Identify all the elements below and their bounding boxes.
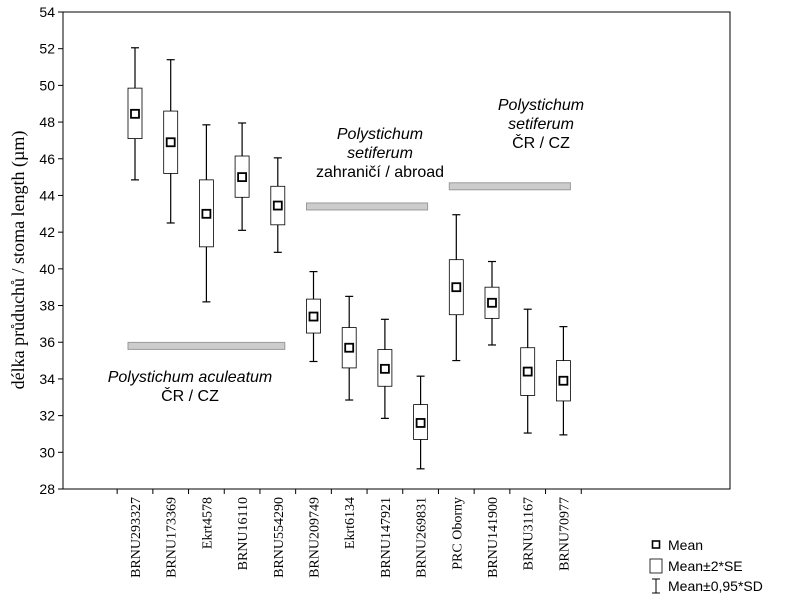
x-tick-label: Ekrt6134 <box>343 497 358 549</box>
y-tick-label: 38 <box>39 298 55 314</box>
group-annotation-line: zahraničí / abroad <box>316 164 444 181</box>
mean-marker <box>522 366 533 377</box>
x-tick-label: Ekrt4578 <box>200 497 215 549</box>
y-tick-label: 46 <box>39 151 55 167</box>
y-axis-label: délka průduchů / stoma length (µm) <box>8 131 29 390</box>
y-tick-label: 48 <box>39 114 55 130</box>
mean-marker <box>451 282 462 293</box>
legend-box-symbol <box>649 558 663 574</box>
group-annotation-line: ČR / CZ <box>512 133 570 152</box>
y-tick-label: 52 <box>39 41 55 57</box>
group-annotation-line: setiferum <box>347 145 413 162</box>
legend: Mean Mean±2*SE Mean±0,95*SD <box>649 537 763 594</box>
plot-area-frame <box>62 11 731 490</box>
mean-marker <box>308 311 319 322</box>
y-axis-ticks: 28 30 32 34 36 38 40 42 44 46 48 50 52 54 <box>39 4 63 497</box>
group-bar <box>448 182 571 191</box>
x-tick-label: BRNU16110 <box>236 497 251 570</box>
y-tick-label: 44 <box>39 187 55 203</box>
x-tick-label: BRNU147921 <box>379 497 394 578</box>
mean-marker <box>237 172 248 183</box>
y-tick-label: 50 <box>39 77 55 93</box>
y-tick-label: 28 <box>39 481 55 497</box>
group-annotation-line: setiferum <box>508 116 574 133</box>
mean-marker <box>558 375 569 386</box>
group-bar <box>127 341 286 350</box>
mean-marker <box>344 342 355 353</box>
mean-marker <box>201 208 212 219</box>
legend-label: Mean±2*SE <box>668 558 743 574</box>
group-annotation-line: Polystichum aculeatum <box>108 369 273 386</box>
group-bar <box>306 202 429 211</box>
group-bars <box>127 182 571 350</box>
mean-marker <box>272 200 283 211</box>
group-annotation-line: Polystichum <box>337 126 423 143</box>
y-tick-label: 40 <box>39 261 55 277</box>
legend-label: Mean <box>668 537 703 553</box>
mean-marker <box>379 363 390 374</box>
x-tick-label: PRC Oborny <box>450 497 465 570</box>
x-tick-label: BRNU209749 <box>308 497 323 578</box>
x-tick-label: BRNU173369 <box>165 497 180 578</box>
y-tick-label: 36 <box>39 334 55 350</box>
y-tick-label: 42 <box>39 224 55 240</box>
group-annotation-line: Polystichum <box>498 97 584 114</box>
y-tick-label: 54 <box>39 4 55 20</box>
legend-label: Mean±0,95*SD <box>668 578 763 594</box>
x-tick-label: BRNU293327 <box>129 497 144 578</box>
mean-marker <box>415 418 426 428</box>
mean-markers <box>130 108 569 428</box>
x-tick-label: BRNU141900 <box>486 497 501 578</box>
mean-marker <box>487 297 497 308</box>
mean-marker <box>165 137 176 148</box>
x-tick-label: BRNU70977 <box>557 497 572 571</box>
x-tick-label: BRNU31167 <box>522 497 537 570</box>
mean-marker <box>130 108 140 119</box>
y-tick-label: 30 <box>39 444 55 460</box>
legend-mean-symbol <box>651 540 661 549</box>
x-axis-ticks: BRNU293327 BRNU173369 Ekrt4578 BRNU16110 BRN… <box>116 489 582 578</box>
x-tick-label: BRNU269831 <box>415 497 430 578</box>
group-annotation-line: ČR / CZ <box>161 386 219 405</box>
x-tick-label: BRNU554290 <box>272 497 287 578</box>
y-tick-label: 32 <box>39 408 55 424</box>
y-tick-label: 34 <box>39 371 55 387</box>
